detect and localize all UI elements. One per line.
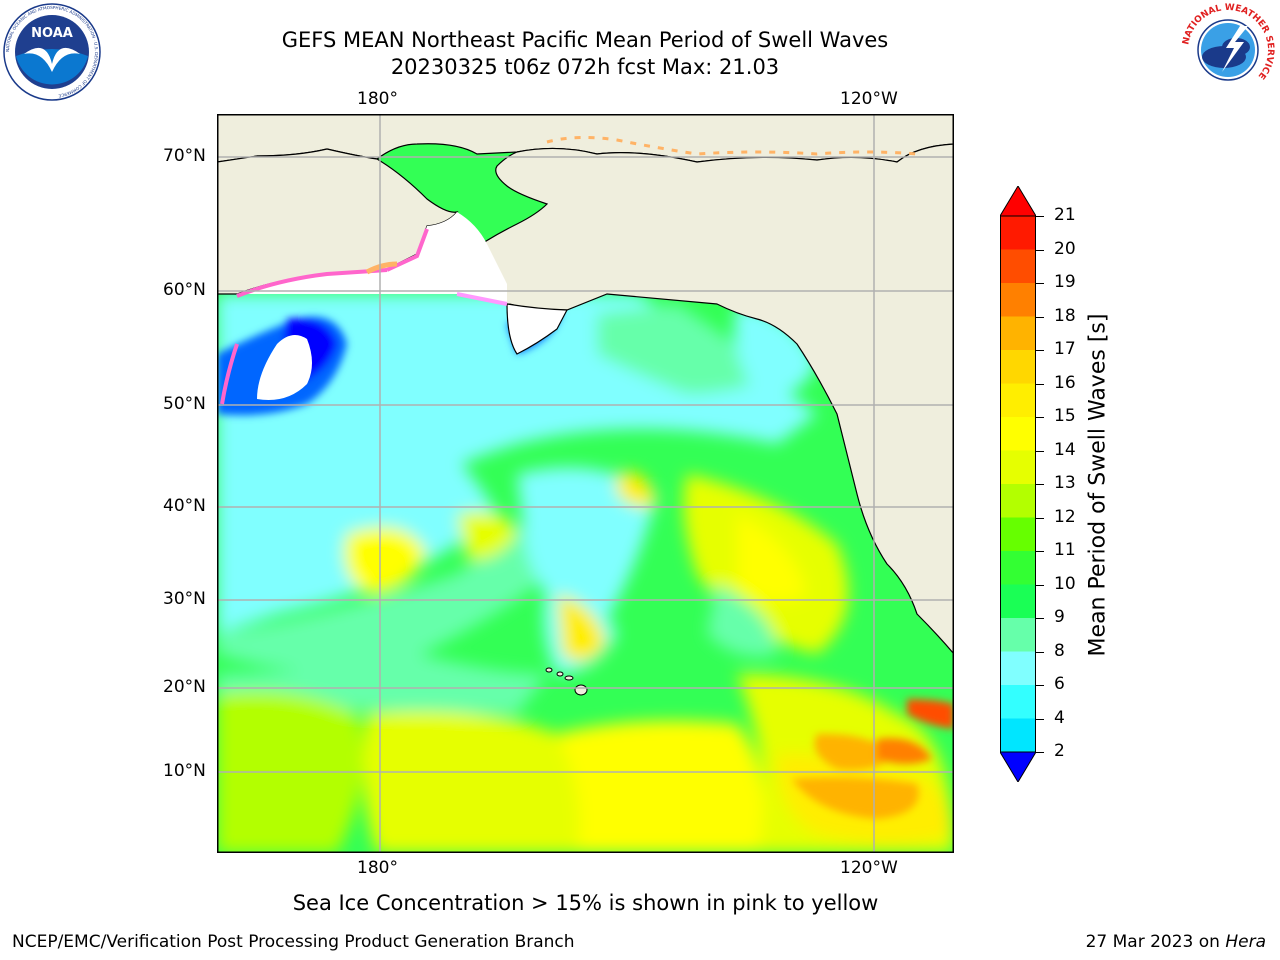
colorbar-tick-mark xyxy=(1036,417,1044,418)
graticule xyxy=(217,114,954,853)
colorbar-tick-label: 6 xyxy=(1054,674,1065,694)
colorbar-tick-mark xyxy=(1036,316,1044,318)
chart-title: GEFS MEAN Northeast Pacific Mean Period … xyxy=(281,28,889,52)
swell-period-field xyxy=(217,294,954,853)
sea-ice-fringe xyxy=(220,135,918,405)
colorbar-cell xyxy=(1000,350,1036,384)
colorbar-cell xyxy=(1000,517,1036,552)
colorbar-cell xyxy=(1000,316,1036,351)
sea-ice-note: Sea Ice Concentration > 15% is shown in … xyxy=(292,891,879,915)
colorbar-extend-bottom xyxy=(1000,751,1036,782)
colorbar-cell xyxy=(1000,651,1036,686)
colorbar-cell xyxy=(1000,450,1036,485)
colorbar-tick-mark xyxy=(1036,484,1044,485)
colorbar-tick-label: 9 xyxy=(1054,607,1065,627)
colorbar-cell xyxy=(1000,718,1036,753)
colorbar-cell xyxy=(1000,216,1036,250)
nws-logo-icon: NATIONAL WEATHER SERVICE xyxy=(1181,3,1275,81)
colorbar-tick-mark xyxy=(1036,517,1044,519)
colorbar-tick-mark xyxy=(1036,651,1044,653)
colorbar-tick-mark xyxy=(1036,584,1044,586)
colorbar-tick-mark xyxy=(1036,383,1044,385)
colorbar-tick-mark xyxy=(1036,350,1044,351)
colorbar-cell xyxy=(1000,417,1036,451)
colorbar-tick-label: 14 xyxy=(1054,439,1076,460)
swell-maxima xyxy=(792,699,954,819)
colorbar-tick-label: 4 xyxy=(1054,707,1065,728)
colorbar-tick-label: 15 xyxy=(1054,406,1076,426)
lat-label-40n: 40°N xyxy=(163,496,206,516)
lat-label-10n: 10°N xyxy=(163,761,206,781)
colorbar-tick-label: 17 xyxy=(1054,339,1076,359)
noaa-logo-text: NOAA xyxy=(31,26,73,41)
lon-label-top-120w: 120°W xyxy=(840,89,898,109)
colorbar-cell xyxy=(1000,618,1036,652)
footer-date: 27 Mar 2023 on Hera xyxy=(1086,932,1266,952)
lon-label-bottom-180: 180° xyxy=(357,858,398,878)
colorbar-cell xyxy=(1000,484,1036,518)
colorbar-tick-mark xyxy=(1036,618,1044,619)
lat-label-70n: 70°N xyxy=(163,146,206,166)
colorbar-cell xyxy=(1000,283,1036,317)
colorbar-tick-label: 11 xyxy=(1054,540,1076,560)
colorbar-tick-mark xyxy=(1036,216,1044,217)
colorbar xyxy=(1000,186,1036,782)
colorbar-tick-mark xyxy=(1036,718,1044,720)
footer-organization: NCEP/EMC/Verification Post Processing Pr… xyxy=(12,932,575,952)
colorbar-tick-label: 20 xyxy=(1054,238,1076,259)
colorbar-tick-label: 10 xyxy=(1054,573,1076,594)
land-masses xyxy=(217,114,954,853)
lon-label-bottom-120w: 120°W xyxy=(840,858,898,878)
colorbar-cell xyxy=(1000,551,1036,585)
colorbar-tick-label: 16 xyxy=(1054,372,1076,393)
chart-subtitle: 20230325 t06z 072h fcst Max: 21.03 xyxy=(390,55,780,79)
colorbar-tick-label: 13 xyxy=(1054,473,1076,493)
colorbar-tick-mark xyxy=(1036,551,1044,552)
noaa-logo-icon: NOAA NATIONAL OCEANIC AND ATMOSPHERIC AD… xyxy=(3,3,101,101)
footer-date-text: 27 Mar 2023 on xyxy=(1085,932,1226,952)
swell-period-map xyxy=(217,114,954,853)
colorbar-tick-label: 19 xyxy=(1054,272,1076,292)
colorbar-tick-mark xyxy=(1036,283,1044,284)
masked-ice-region xyxy=(237,212,507,400)
lon-label-top-180: 180° xyxy=(357,89,398,109)
colorbar-cells xyxy=(1000,216,1036,753)
colorbar-tick-label: 21 xyxy=(1054,205,1076,225)
colorbar-tick-label: 18 xyxy=(1054,305,1076,326)
colorbar-cell xyxy=(1000,685,1036,719)
colorbar-label: Mean Period of Swell Waves [s] xyxy=(1085,313,1111,657)
colorbar-tick-label: 12 xyxy=(1054,506,1076,527)
colorbar-cell xyxy=(1000,584,1036,619)
colorbar-cell xyxy=(1000,383,1036,418)
colorbar-tick-label: 8 xyxy=(1054,640,1065,661)
footer-host: Hera xyxy=(1225,932,1266,952)
colorbar-tick-mark xyxy=(1036,249,1044,251)
colorbar-tick-mark xyxy=(1036,450,1044,452)
colorbar-tick-mark xyxy=(1036,685,1044,686)
lat-label-30n: 30°N xyxy=(163,589,206,609)
colorbar-tick-label: 2 xyxy=(1054,741,1065,761)
colorbar-extend-top xyxy=(1000,186,1036,217)
colorbar-cell xyxy=(1000,249,1036,284)
lat-label-60n: 60°N xyxy=(163,280,206,300)
map-frame xyxy=(217,114,954,853)
lat-label-50n: 50°N xyxy=(163,394,206,414)
lat-label-20n: 20°N xyxy=(163,677,206,697)
colorbar-tick-mark xyxy=(1036,752,1044,753)
